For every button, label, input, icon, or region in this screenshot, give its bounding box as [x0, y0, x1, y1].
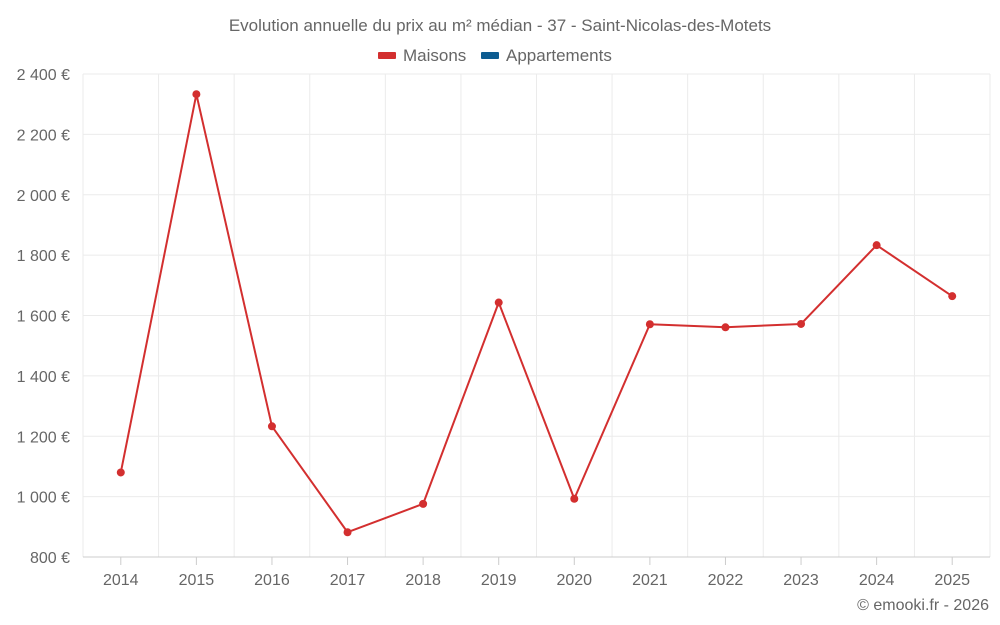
data-point-maisons-2021[interactable]: [645, 320, 654, 329]
y-tick-label: 1 400 €: [17, 369, 70, 386]
x-tick-label: 2020: [556, 572, 592, 589]
data-point-maisons-2025[interactable]: [948, 292, 957, 301]
data-point-maisons-2015[interactable]: [192, 90, 201, 99]
y-tick-label: 2 200 €: [17, 127, 70, 144]
x-tick-label: 2022: [708, 572, 744, 589]
data-point-maisons-2018[interactable]: [419, 499, 428, 508]
data-point-maisons-2020[interactable]: [570, 494, 579, 503]
credit-text: © emooki.fr - 2026: [857, 597, 989, 614]
x-axis: 2014 2015 2016 2017 2018 2019 2020 2021 2022 2023…: [83, 556, 990, 589]
data-point-maisons-2023[interactable]: [797, 319, 806, 328]
x-tick-label: 2015: [179, 572, 215, 589]
grid: [82, 73, 991, 557]
legend-item-appartements[interactable]: Appartements: [481, 46, 612, 65]
y-tick-label: 1 000 €: [17, 490, 70, 507]
x-tick-label: 2014: [103, 572, 139, 589]
legend-swatch-maisons: [378, 52, 396, 59]
data-point-maisons-2014[interactable]: [116, 468, 125, 477]
legend-swatch-appartements: [481, 52, 499, 59]
data-point-maisons-2019[interactable]: [494, 298, 503, 307]
x-tick-label: 2025: [934, 572, 970, 589]
y-tick-label: 2 400 €: [17, 67, 70, 84]
y-tick-label: 2 000 €: [17, 188, 70, 205]
legend-item-maisons[interactable]: Maisons: [378, 46, 466, 65]
legend: Maisons Appartements: [378, 46, 612, 65]
y-axis: 800 € 1 000 € 1 200 € 1 400 € 1 600 € 1 800 €…: [17, 67, 70, 567]
chart-title: Evolution annuelle du prix au m² médian …: [229, 16, 771, 35]
y-tick-label: 1 200 €: [17, 429, 70, 446]
data-point-maisons-2022[interactable]: [721, 323, 730, 332]
x-tick-label: 2019: [481, 572, 517, 589]
legend-label-maisons: Maisons: [403, 46, 466, 65]
series-maisons: [116, 90, 957, 537]
y-tick-label: 1 600 €: [17, 309, 70, 326]
y-tick-label: 800 €: [30, 550, 70, 567]
x-tick-label: 2023: [783, 572, 819, 589]
x-tick-label: 2021: [632, 572, 668, 589]
y-tick-label: 1 800 €: [17, 248, 70, 265]
data-point-maisons-2024[interactable]: [872, 241, 881, 250]
series-line-maisons: [119, 93, 953, 534]
data-point-maisons-2016[interactable]: [267, 422, 276, 431]
x-tick-label: 2016: [254, 572, 290, 589]
x-tick-label: 2017: [330, 572, 366, 589]
legend-label-appartements: Appartements: [506, 46, 612, 65]
x-tick-label: 2024: [859, 572, 895, 589]
data-point-maisons-2017[interactable]: [343, 528, 352, 537]
x-tick-label: 2018: [405, 572, 441, 589]
